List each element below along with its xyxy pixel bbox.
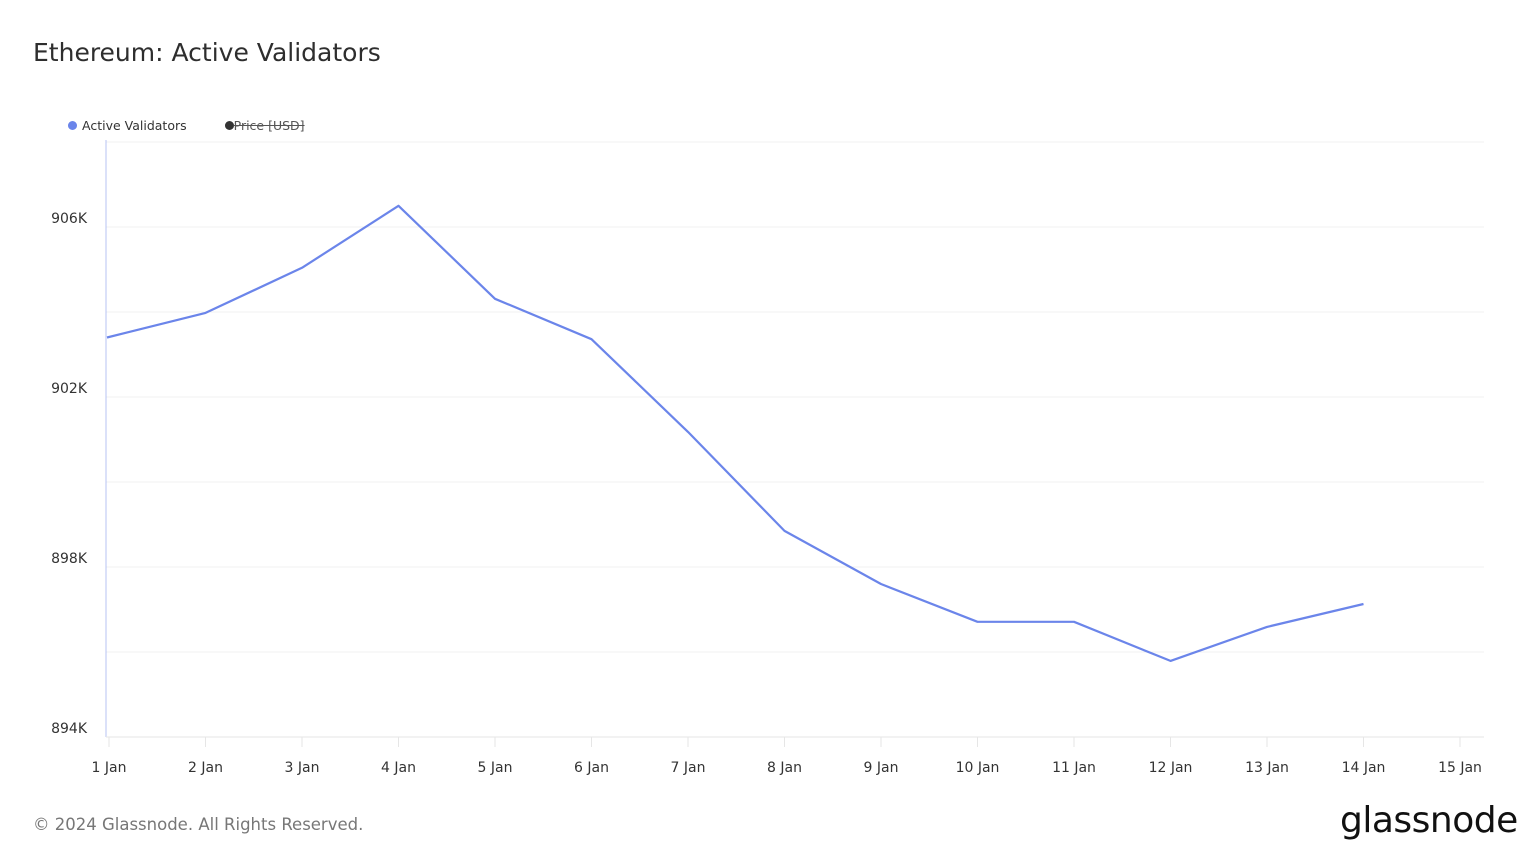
series-active-validators xyxy=(106,204,1364,663)
x-tick-label: 15 Jan xyxy=(1438,760,1482,776)
x-tick-label: 9 Jan xyxy=(864,760,899,776)
x-tick-label: 8 Jan xyxy=(767,760,802,776)
legend-item-active-validators[interactable]: Active Validators xyxy=(68,118,187,133)
x-tick-label: 13 Jan xyxy=(1245,760,1289,776)
y-tick-label: 902K xyxy=(51,381,88,397)
legend-dot-icon xyxy=(68,121,77,130)
legend-dot-icon xyxy=(224,121,234,130)
x-tick-label: 11 Jan xyxy=(1052,760,1096,776)
chart-legend: Active Validators Price [USD] xyxy=(68,118,343,133)
y-axis: 894K 898K 902K 906K xyxy=(51,140,107,737)
glassnode-logo: glassnode xyxy=(1340,800,1518,841)
y-tick-label: 906K xyxy=(51,211,88,227)
copyright-text: © 2024 Glassnode. All Rights Reserved. xyxy=(33,815,364,834)
x-tick-label: 6 Jan xyxy=(574,760,609,776)
legend-label: Active Validators xyxy=(82,118,187,133)
x-tick-label: 4 Jan xyxy=(381,760,416,776)
x-tick-label: 5 Jan xyxy=(478,760,513,776)
x-tick-label: 3 Jan xyxy=(285,760,320,776)
x-axis: 1 Jan 2 Jan 3 Jan 4 Jan 5 Jan 6 Jan 7 Jan 8 Jan… xyxy=(92,736,1484,776)
gridlines xyxy=(106,141,1484,653)
x-tick-label: 10 Jan xyxy=(956,760,1000,776)
x-tick-label: 14 Jan xyxy=(1342,760,1386,776)
legend-label: Price [USD] xyxy=(233,118,305,133)
legend-item-price-usd[interactable]: Price [USD] xyxy=(224,118,305,133)
chart-title: Ethereum: Active Validators xyxy=(33,38,381,67)
x-tick-label: 1 Jan xyxy=(92,760,127,776)
series-line xyxy=(106,204,1364,663)
y-tick-label: 894K xyxy=(51,721,88,737)
x-tick-label: 12 Jan xyxy=(1149,760,1193,776)
y-tick-label: 898K xyxy=(51,551,88,567)
x-tick-label: 2 Jan xyxy=(188,760,223,776)
x-tick-label: 7 Jan xyxy=(671,760,706,776)
